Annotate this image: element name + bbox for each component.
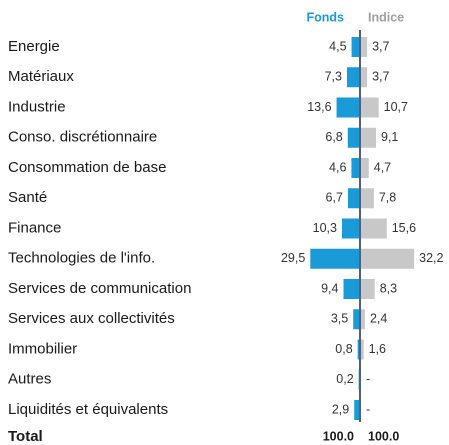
category-label: Technologies de l'info. (8, 250, 155, 267)
bar (342, 218, 359, 239)
value-label: 4,6 (329, 160, 346, 174)
total-label: Total (8, 428, 43, 445)
bar (361, 188, 374, 209)
bar (347, 127, 359, 148)
value-label: 15,6 (392, 221, 416, 235)
category-label: Consommation de base (8, 159, 166, 176)
total-value: 100.0 (323, 429, 354, 443)
value-label: 2,4 (370, 312, 387, 326)
value-label: 3,5 (331, 312, 348, 326)
value-label: 29,5 (281, 251, 305, 265)
category-label: Industrie (8, 98, 66, 115)
value-label: 4,7 (374, 160, 391, 174)
bar (361, 309, 365, 330)
value-label: 3,7 (372, 39, 389, 53)
bar (361, 248, 415, 269)
bar (361, 37, 368, 57)
category-label: Immobilier (8, 340, 77, 357)
bar (361, 158, 369, 178)
value-label: 0,8 (335, 342, 352, 356)
value-label: 13,6 (307, 100, 331, 114)
bar (310, 248, 359, 269)
category-label: Services de communication (8, 280, 191, 297)
value-label: 4,5 (329, 39, 346, 53)
value-label: 8,3 (380, 281, 397, 295)
category-label: Autres (8, 371, 51, 388)
value-label: 0,2 (336, 372, 353, 386)
value-label: 1,6 (369, 342, 386, 356)
value-label: 7,8 (379, 191, 396, 205)
category-label: Liquidités et équivalents (8, 401, 168, 418)
value-label: 10,3 (313, 221, 337, 235)
bar (357, 339, 359, 360)
bar (354, 400, 359, 420)
value-label: 3,7 (372, 70, 389, 84)
bar (351, 37, 359, 57)
bar (347, 188, 359, 209)
value-label: - (366, 372, 370, 386)
bar (351, 158, 359, 178)
value-label: 10,7 (384, 100, 408, 114)
value-label: 9,4 (321, 281, 338, 295)
total-value: 100.0 (368, 429, 399, 443)
category-label: Finance (8, 219, 61, 236)
bar (361, 339, 364, 360)
bar (361, 279, 375, 299)
bar (336, 97, 359, 118)
category-label: Energie (8, 38, 60, 55)
value-label: - (366, 402, 370, 416)
bar (343, 279, 359, 299)
category-label: Santé (8, 189, 47, 206)
value-label: 7,3 (325, 70, 342, 84)
value-label: 6,8 (325, 130, 342, 144)
value-label: 6,7 (326, 191, 343, 205)
legend-entry: Indice (368, 10, 404, 24)
category-label: Conso. discrétionnaire (8, 129, 157, 146)
value-label: 2,9 (332, 402, 349, 416)
value-label: 9,1 (381, 130, 398, 144)
bar (361, 127, 377, 148)
value-label: 32,2 (419, 251, 443, 265)
bar (346, 67, 359, 88)
legend-entry: Fonds (307, 10, 345, 24)
bar (361, 67, 368, 88)
bar (361, 97, 379, 118)
bar (353, 309, 359, 330)
bar (361, 218, 387, 239)
category-label: Matériaux (8, 68, 74, 85)
category-label: Services aux collectivités (8, 310, 175, 327)
